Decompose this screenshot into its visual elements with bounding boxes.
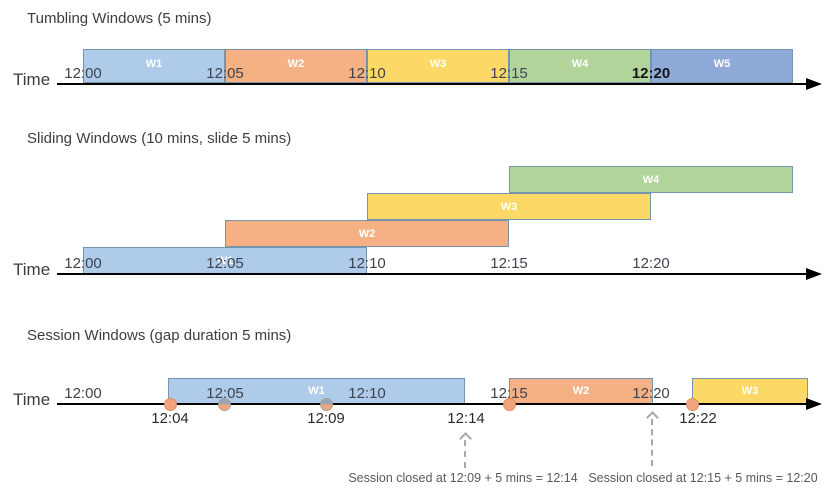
tumbling-tick-1200: 12:00 xyxy=(64,65,102,82)
sliding-tick-1220: 12:20 xyxy=(632,255,670,272)
tumbling-time-axis xyxy=(57,83,808,85)
session-section-title: Session Windows (gap duration 5 mins) xyxy=(27,327,292,344)
window-label: W1 xyxy=(308,385,325,397)
window-label: W3 xyxy=(500,201,518,213)
sliding-axis-label: Time xyxy=(13,260,51,279)
dashed-arrow-1220 xyxy=(651,419,653,466)
sliding-window-w4: W4 xyxy=(509,166,793,193)
tumbling-tick-1215: 12:15 xyxy=(490,65,528,82)
window-label: W2 xyxy=(572,385,590,397)
event-time-label-1222: 12:22 xyxy=(679,410,717,427)
tumbling-tick-1220: 12:20 xyxy=(631,65,671,82)
session-tick-1220: 12:20 xyxy=(632,385,670,402)
window-label: W4 xyxy=(642,174,660,186)
event-time-label-1204: 12:04 xyxy=(151,410,189,427)
session-axis-label: Time xyxy=(13,390,51,409)
tumbling-window-w1: W1 xyxy=(83,49,225,83)
session-tick-1215: 12:15 xyxy=(490,385,528,402)
tumbling-window-w3: W3 xyxy=(367,49,509,83)
tumbling-axis-arrowhead-icon xyxy=(806,78,822,90)
session-tick-1200: 12:00 xyxy=(64,385,102,402)
tumbling-tick-1205: 12:05 xyxy=(206,65,244,82)
window-label: W3 xyxy=(741,385,759,397)
session-axis-arrowhead-icon xyxy=(806,398,822,410)
window-label: W4 xyxy=(571,58,589,70)
sliding-tick-1215: 12:15 xyxy=(490,255,528,272)
sliding-tick-1210: 12:10 xyxy=(348,255,386,272)
tumbling-axis-label: Time xyxy=(13,70,51,89)
sliding-window-w1: W1 xyxy=(83,247,367,274)
dashed-arrow-1214 xyxy=(464,440,466,468)
tumbling-section-title: Tumbling Windows (5 mins) xyxy=(27,10,212,27)
event-time-label-1214: 12:14 xyxy=(447,410,485,427)
sliding-window-w2: W2 xyxy=(225,220,509,247)
window-label: W5 xyxy=(713,58,731,70)
event-dot-1204 xyxy=(164,398,177,411)
tumbling-tick-1210: 12:10 xyxy=(348,65,386,82)
event-time-label-1209: 12:09 xyxy=(307,410,345,427)
session-tick-1205: 12:05 xyxy=(206,385,244,402)
sliding-window-w3: W3 xyxy=(367,193,651,220)
tumbling-window-w5: W5 xyxy=(651,49,793,83)
event-dot-1209 xyxy=(320,398,333,411)
tumbling-window-w2: W2 xyxy=(225,49,367,83)
sliding-tick-1200: 12:00 xyxy=(64,255,102,272)
session-tick-1210: 12:10 xyxy=(348,385,386,402)
session-window-w3: W3 xyxy=(692,378,808,404)
window-label: W1 xyxy=(216,255,234,267)
window-label: W1 xyxy=(145,58,163,70)
sliding-axis-arrowhead-icon xyxy=(806,268,822,280)
event-dot-1222 xyxy=(686,398,699,411)
window-label: W2 xyxy=(287,58,305,70)
sliding-section-title: Sliding Windows (10 mins, slide 5 mins) xyxy=(27,130,292,147)
window-label: W2 xyxy=(358,228,376,240)
window-label: W3 xyxy=(429,58,447,70)
sliding-tick-1205: 12:05 xyxy=(206,255,244,272)
session-time-axis xyxy=(57,403,808,405)
session-annotation-2: Session closed at 12:15 + 5 mins = 12:20 xyxy=(588,471,818,485)
tumbling-window-w4: W4 xyxy=(509,49,651,83)
event-dot-1215 xyxy=(503,398,516,411)
event-dot-1205 xyxy=(218,398,231,411)
session-annotation-1: Session closed at 12:09 + 5 mins = 12:14 xyxy=(348,471,578,485)
sliding-time-axis xyxy=(57,273,808,275)
